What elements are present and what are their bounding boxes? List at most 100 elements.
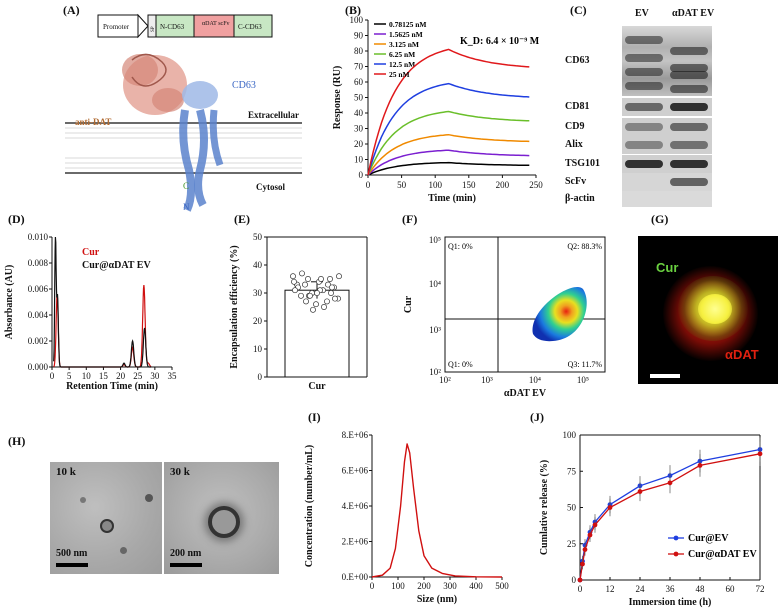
y-tick-label: 10² — [429, 367, 441, 377]
blot-band — [625, 53, 663, 62]
tem-scale-bar — [170, 563, 202, 567]
series-line-1 — [53, 236, 152, 368]
y-axis-label: Cur — [403, 295, 414, 313]
data-point — [321, 304, 327, 310]
tem-magnification: 10 k — [56, 466, 76, 478]
x-tick-label: 100 — [428, 180, 442, 190]
x-tick-label: 100 — [391, 581, 405, 591]
data-point — [329, 284, 335, 291]
x-tick-label: 20 — [116, 371, 126, 381]
legend-label-1: 1.5625 nM — [389, 30, 423, 39]
data-point — [580, 561, 585, 567]
y-axis-label: Response (RU) — [332, 66, 343, 130]
x-tick-label: 10⁵ — [577, 375, 589, 385]
panel-h-tem: 10 k 500 nm 30 k 200 nm — [50, 462, 280, 574]
y-tick-label: 4.E+06 — [342, 501, 369, 511]
series-line-2 — [367, 133, 530, 176]
tem-particle — [145, 494, 153, 502]
blot-row-label: Alix — [565, 139, 583, 150]
y-axis-label: Absorbance (AU) — [4, 265, 15, 340]
y-tick-label: 70 — [354, 62, 364, 72]
y-tick-label: 0.004 — [28, 310, 49, 320]
legend-label-5: 25 nM — [389, 70, 410, 79]
legend-label-3: 6.25 nM — [389, 50, 415, 59]
x-tick-label: 200 — [417, 581, 431, 591]
tem-image-30k: 30 k 200 nm — [164, 462, 279, 574]
data-point — [307, 292, 313, 299]
blot-strip — [622, 98, 712, 116]
series-line-1 — [367, 149, 530, 176]
data-point — [637, 489, 643, 494]
panel-label-d: (D) — [8, 212, 25, 226]
tem-particle — [120, 547, 127, 554]
blot-band — [625, 36, 663, 44]
data-point — [324, 298, 330, 305]
panel-j-chart: 0 12 24 36 48 60 72 0 25 50 75 100 Immersion time (h… — [539, 430, 765, 608]
y-tick-label: 20 — [354, 139, 364, 149]
y-axis-label: Encapsulation efficiency (%) — [229, 245, 240, 368]
blot-band — [625, 81, 663, 90]
y-tick-label: 10³ — [429, 325, 441, 335]
cytosol-label: Cytosol — [256, 182, 285, 192]
x-tick-label: 5 — [67, 371, 72, 381]
panel-e-chart: 0 10 20 30 40 50 Encapsulation efficiency (%) C… — [229, 232, 368, 392]
y-tick-label: 0.006 — [28, 284, 49, 294]
quadrant-q4-label: Q3: 11.7% — [568, 360, 603, 369]
y-tick-label: 20 — [253, 316, 263, 326]
construct-sp: SP — [151, 26, 156, 32]
data-point — [291, 278, 297, 285]
x-tick-label: 72 — [756, 584, 765, 594]
series-line-0 — [53, 285, 152, 368]
x-axis-label: Size (nm) — [417, 594, 457, 605]
panel-d-chart: 0 5 10 15 20 25 30 35 0.000 0.002 0.004 0.006 0.008 0… — [4, 232, 177, 392]
legend-marker-1 — [673, 551, 679, 557]
anti-dat-protein — [122, 53, 187, 115]
y-tick-label: 60 — [354, 77, 364, 87]
data-point — [298, 292, 304, 299]
legend-label-0: 0.78125 nM — [389, 20, 427, 29]
x-tick-label: 25 — [133, 371, 143, 381]
blot-strip — [622, 191, 712, 207]
panel-f-flow: Q1: 0% Q2: 88.3% Q1: 0% Q3: 11.7% 10² 10³ 10⁴ 1… — [403, 235, 606, 399]
data-point — [332, 295, 338, 302]
y-tick-label: 0.E+00 — [342, 572, 369, 582]
panel-b-chart: 0 50 100 150 200 250 0 10 20 30 40 50 60 70 80 90 100 Tim… — [332, 15, 543, 204]
construct-ccd63: C-CD63 — [238, 23, 262, 31]
blot-band — [625, 160, 663, 168]
blot-band — [670, 71, 708, 79]
tem-vesicle — [208, 506, 240, 538]
data-point — [592, 522, 598, 528]
tem-scale-bar — [56, 563, 88, 567]
c-terminus-label: C — [183, 181, 189, 191]
extracellular-label: Extracellular — [248, 110, 299, 120]
data-point — [582, 547, 588, 552]
series-line-1 — [579, 453, 761, 581]
y-tick-label: 50 — [253, 232, 263, 242]
quadrant-q2-label: Q2: 88.3% — [567, 242, 602, 251]
y-tick-label: 8.E+06 — [342, 430, 369, 440]
cd63-protein — [179, 81, 224, 212]
x-tick-label: 10³ — [481, 375, 493, 385]
legend-label-0: Cur — [82, 247, 100, 258]
series-line-5 — [367, 48, 530, 176]
panel-i-chart: 0 100 200 300 400 500 0.E+00 2.E+06 4.E+06 6.E+06… — [304, 430, 509, 605]
y-tick-label: 25 — [567, 539, 577, 549]
series-line-3 — [367, 110, 530, 176]
data-point — [299, 270, 305, 277]
x-tick-label: 400 — [469, 581, 483, 591]
fluorescence-core — [698, 294, 732, 324]
y-tick-label: 10 — [354, 155, 364, 165]
y-tick-label: 50 — [567, 503, 577, 513]
series-line-0 — [367, 161, 530, 176]
x-tick-label: 10 — [82, 371, 92, 381]
y-tick-label: 0 — [359, 170, 364, 180]
x-tick-label: 50 — [397, 180, 407, 190]
x-tick-label: 10⁴ — [529, 375, 541, 385]
y-tick-label: 40 — [253, 260, 263, 270]
data-point — [327, 276, 333, 282]
series-line-4 — [367, 82, 530, 176]
x-tick-label: 36 — [666, 584, 676, 594]
panel-label-g: (G) — [651, 212, 669, 226]
blot-band — [670, 64, 708, 72]
data-point — [303, 298, 309, 305]
